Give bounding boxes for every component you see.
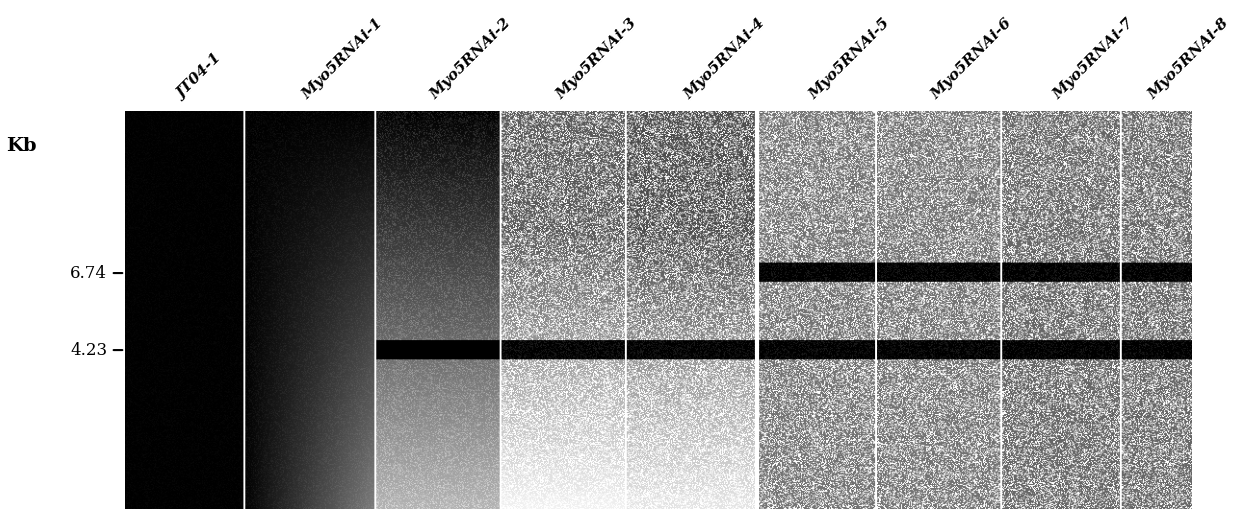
Text: Myo5RNAi-4: Myo5RNAi-4 (681, 16, 767, 102)
Text: Myo5RNAi-6: Myo5RNAi-6 (928, 16, 1015, 102)
Text: Myo5RNAi-2: Myo5RNAi-2 (427, 16, 514, 102)
Text: 4.23: 4.23 (71, 342, 108, 359)
Text: Myo5RNAi-3: Myo5RNAi-3 (553, 16, 639, 102)
Text: Myo5RNAi-7: Myo5RNAi-7 (1051, 16, 1136, 102)
Text: JT04-1: JT04-1 (175, 51, 225, 102)
Text: Myo5RNAi-5: Myo5RNAi-5 (807, 16, 892, 102)
Text: Myo5RNAi-1: Myo5RNAi-1 (300, 16, 387, 102)
Text: Kb: Kb (6, 138, 36, 155)
Text: Myo5RNAi-8: Myo5RNAi-8 (1146, 16, 1232, 102)
Text: 6.74: 6.74 (71, 265, 108, 282)
